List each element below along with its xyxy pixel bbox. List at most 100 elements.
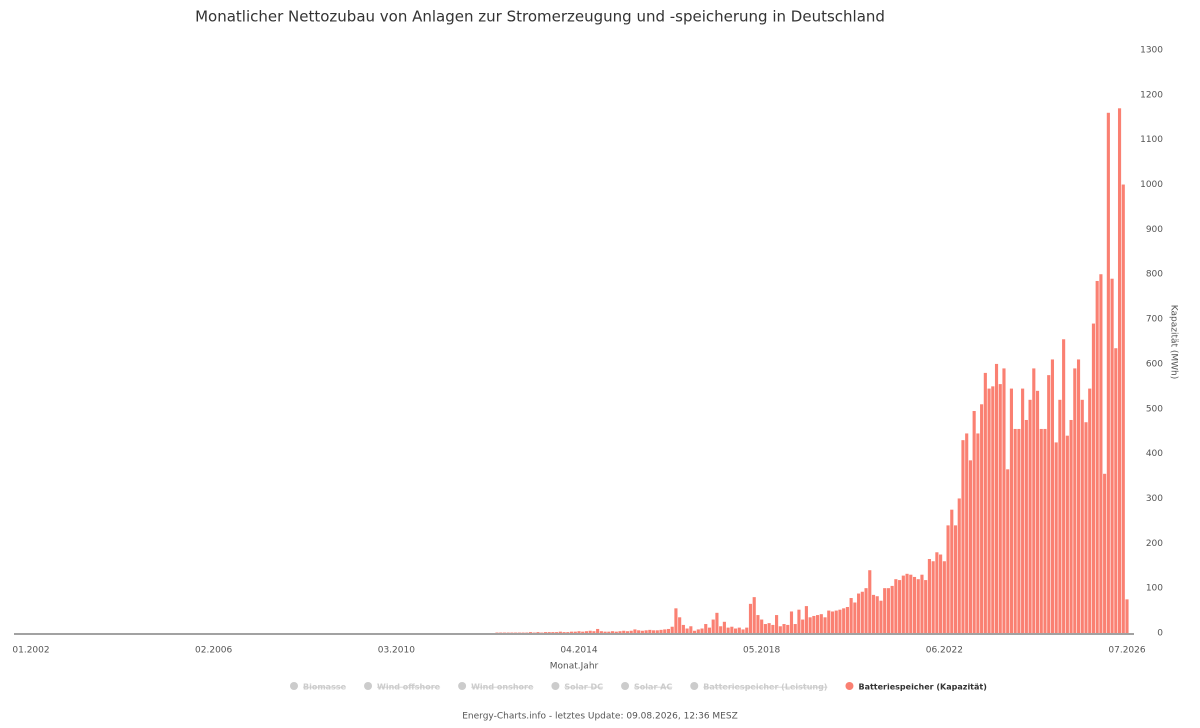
bar (875, 596, 879, 633)
bar (864, 588, 868, 633)
bar (927, 559, 931, 633)
x-tick-label: 06.2022 (926, 646, 963, 656)
bar (752, 597, 756, 633)
y-tick-label: 200 (1146, 539, 1163, 549)
bar (629, 630, 633, 633)
bar (953, 525, 958, 633)
bar (894, 579, 898, 633)
bar (838, 609, 842, 633)
bar (711, 619, 715, 633)
y-tick-label: 300 (1146, 494, 1163, 504)
bar (983, 372, 987, 633)
bar (789, 611, 794, 633)
bar (972, 411, 976, 633)
bar (849, 598, 853, 633)
legend-marker[interactable] (458, 682, 467, 690)
bar (980, 404, 984, 633)
legend-label[interactable]: Batteriespeicher (Leistung) (703, 683, 827, 692)
chart-title: Monatlicher Nettozubau von Anlagen zur S… (195, 8, 885, 26)
bar (968, 460, 972, 633)
bar (1006, 469, 1010, 633)
bar (1062, 339, 1066, 633)
legend-label[interactable]: Solar AC (634, 683, 672, 692)
bar (689, 626, 693, 633)
bar (775, 615, 779, 633)
bar (707, 627, 712, 633)
bar (569, 631, 574, 633)
legend-label[interactable]: Batteriespeicher (Kapazität) (858, 683, 986, 692)
y-tick-label: 1100 (1140, 135, 1163, 145)
bar (681, 624, 685, 633)
bar (596, 628, 600, 633)
bar (640, 630, 644, 633)
bar (804, 606, 808, 633)
bar (528, 632, 533, 633)
bar (704, 624, 708, 633)
bar (942, 561, 946, 633)
legend-marker[interactable] (845, 682, 854, 690)
bar (734, 628, 738, 633)
bar (581, 631, 585, 633)
bar (666, 628, 671, 633)
bar (737, 627, 741, 633)
legend-label[interactable]: Biomasse (303, 683, 347, 692)
bar (648, 629, 652, 633)
bar (1084, 422, 1088, 633)
bar (603, 631, 607, 633)
bar (793, 624, 797, 633)
bar (931, 561, 935, 633)
y-tick-label: 900 (1146, 225, 1163, 235)
bar (633, 629, 637, 633)
bar (692, 630, 697, 633)
bar (1043, 428, 1047, 633)
legend-marker[interactable] (621, 682, 630, 690)
bar (1058, 399, 1062, 633)
bar (1035, 390, 1040, 633)
y-tick-label: 1300 (1140, 46, 1163, 56)
bar (823, 617, 827, 633)
bar (741, 629, 745, 633)
bar (801, 619, 805, 633)
legend-marker[interactable] (364, 682, 373, 690)
bar (898, 580, 902, 633)
y-tick-label: 600 (1146, 359, 1163, 369)
bar (573, 631, 577, 633)
bar (998, 384, 1002, 633)
bar (1054, 442, 1058, 633)
bar (719, 626, 723, 633)
bar (722, 621, 726, 633)
legend-marker[interactable] (290, 682, 298, 690)
bar (1047, 375, 1051, 633)
bar (700, 628, 704, 633)
legend-label[interactable]: Wind offshore (377, 683, 441, 692)
bar (868, 570, 872, 633)
bar (883, 588, 887, 633)
bar (614, 631, 618, 633)
bar (610, 631, 615, 633)
bar (879, 600, 883, 633)
y-tick-label: 100 (1146, 584, 1163, 594)
legend-label[interactable]: Wind onshore (471, 683, 534, 692)
bar (1103, 473, 1107, 633)
bar (726, 627, 730, 633)
bar (543, 632, 548, 633)
bar (1039, 428, 1043, 633)
bar (1024, 419, 1028, 633)
bar (1065, 435, 1069, 633)
bar (625, 631, 630, 633)
bar (760, 619, 764, 633)
bar (842, 608, 846, 633)
bar (1099, 274, 1103, 633)
bar (558, 631, 562, 633)
bar (1106, 112, 1110, 634)
bar (987, 388, 991, 633)
bar (1050, 359, 1055, 633)
bar (808, 617, 812, 633)
legend-label[interactable]: Solar DC (564, 683, 603, 692)
bar (946, 525, 950, 633)
legend-marker[interactable] (551, 682, 560, 690)
bar (994, 363, 999, 633)
bar (778, 626, 782, 633)
legend-marker[interactable] (690, 682, 699, 690)
bar (566, 632, 570, 633)
